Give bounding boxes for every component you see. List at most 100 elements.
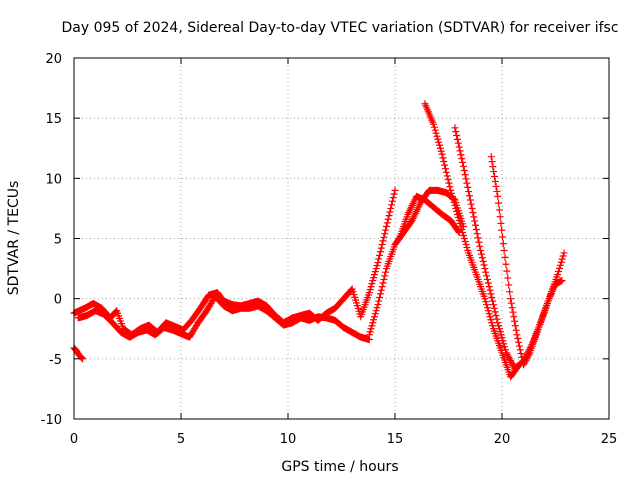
data-point [442, 168, 450, 176]
data-point [491, 173, 499, 181]
data-point [494, 192, 502, 200]
y-tick-label: 5 [54, 233, 62, 248]
data-point [365, 289, 373, 297]
data-point [501, 253, 509, 261]
data-point [461, 238, 469, 246]
data-point [456, 219, 464, 227]
data-point [486, 286, 494, 294]
data-point [374, 259, 382, 267]
data-point [435, 138, 443, 146]
data-point [475, 238, 483, 246]
data-point [450, 198, 458, 206]
data-point [481, 265, 489, 273]
data-point [455, 143, 463, 151]
data-point [436, 141, 444, 149]
data-point [483, 275, 491, 283]
data-point [476, 242, 484, 250]
data-point [453, 210, 461, 218]
data-point [521, 358, 529, 366]
data-point [488, 293, 496, 301]
x-tick-label: 5 [177, 432, 185, 447]
data-point [506, 288, 514, 296]
data-point [433, 132, 441, 140]
y-tick-label: -5 [49, 353, 62, 368]
data-point [505, 281, 513, 289]
data-point [492, 312, 500, 320]
data-point [390, 190, 398, 198]
data-point [483, 304, 491, 312]
y-tick-label: 10 [45, 172, 62, 187]
data-point [557, 258, 565, 266]
data-point [368, 280, 376, 288]
x-tick-label: 25 [601, 432, 618, 447]
data-point [462, 175, 470, 183]
y-tick-label: 20 [45, 52, 62, 67]
data-point [515, 338, 523, 346]
data-point [388, 201, 396, 209]
data-point [555, 264, 563, 272]
data-point [445, 179, 453, 187]
data-point [495, 325, 503, 333]
data-point [459, 228, 467, 236]
data-point [451, 201, 459, 209]
data-point [514, 335, 522, 343]
data-point [79, 355, 87, 363]
data-point [507, 357, 515, 365]
data-point [499, 233, 507, 241]
series-track-peak-d [487, 153, 566, 369]
data-point [471, 221, 479, 229]
data-point [500, 340, 508, 348]
data-point [496, 213, 504, 221]
data-point [483, 301, 491, 309]
data-point [480, 261, 488, 269]
data-point [391, 186, 399, 194]
data-point [366, 286, 374, 294]
data-point [504, 274, 512, 282]
data-point [458, 155, 466, 163]
data-point [507, 358, 515, 366]
data-point [377, 286, 385, 294]
data-point [432, 129, 440, 137]
data-point [380, 233, 388, 241]
data-point [407, 218, 415, 226]
data-point [462, 241, 470, 249]
series-track-main-b [74, 292, 373, 344]
data-point [491, 177, 499, 185]
data-point [78, 354, 86, 362]
data-point [451, 124, 459, 132]
data-point [489, 301, 497, 309]
data-point [495, 199, 503, 207]
data-point [509, 308, 517, 316]
data-point [459, 162, 467, 170]
series-track-peak-b [421, 100, 523, 381]
data-point [459, 158, 467, 166]
data-point [368, 322, 376, 330]
y-tick-label: 15 [45, 112, 62, 127]
data-point [523, 353, 531, 361]
data-point [454, 139, 462, 147]
data-point [495, 322, 503, 330]
data-point [522, 356, 530, 364]
data-point [367, 283, 375, 291]
data-point [502, 260, 510, 268]
data-point [453, 135, 461, 143]
data-point [469, 209, 477, 217]
data-point [464, 183, 472, 191]
data-point [457, 151, 465, 159]
data-point [372, 307, 380, 315]
data-point [376, 293, 384, 301]
data-point [496, 328, 504, 336]
data-point [500, 247, 508, 255]
data-point [489, 297, 497, 305]
data-point [434, 135, 442, 143]
data-point [465, 188, 473, 196]
data-point [379, 237, 387, 245]
data-point [520, 359, 528, 367]
data-point [370, 274, 378, 282]
data-point [501, 343, 509, 351]
data-point [485, 283, 493, 291]
data-point [457, 222, 465, 230]
data-point [112, 308, 120, 316]
data-point [381, 230, 389, 238]
